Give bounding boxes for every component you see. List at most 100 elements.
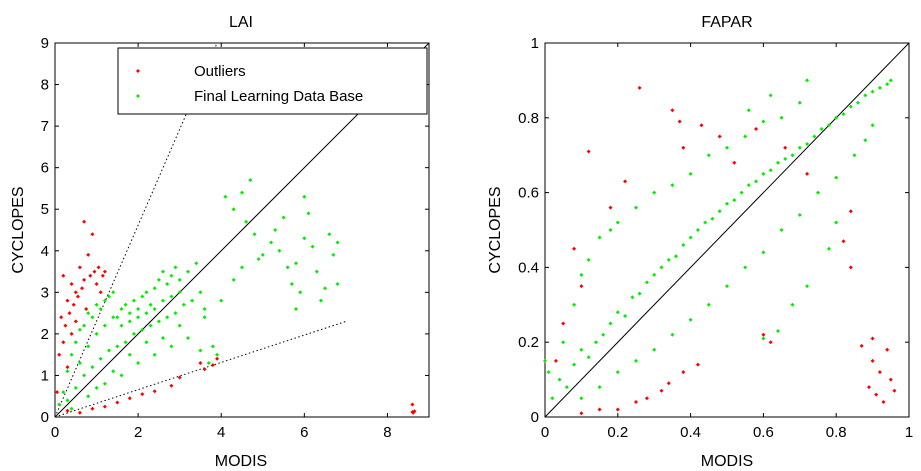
fapar-point-final-learning-data-base bbox=[819, 127, 824, 131]
lai-point-final-learning-data-base bbox=[82, 373, 87, 378]
fapar-point-final-learning-data-base bbox=[841, 112, 846, 117]
lai-point-final-learning-data-base bbox=[173, 265, 178, 270]
lai-point-final-learning-data-base bbox=[186, 269, 190, 274]
lai-y-tick-label: 5 bbox=[41, 201, 49, 218]
fapar-point-outliers bbox=[623, 179, 628, 184]
lai-point-outliers bbox=[98, 290, 103, 295]
fapar-point-final-learning-data-base bbox=[761, 250, 766, 255]
fapar-point-final-learning-data-base bbox=[543, 358, 547, 363]
fapar-point-final-learning-data-base bbox=[579, 396, 584, 401]
lai-point-final-learning-data-base bbox=[123, 302, 128, 307]
lai-point-final-learning-data-base bbox=[210, 344, 215, 349]
lai-point-outliers bbox=[73, 290, 78, 295]
fapar-point-final-learning-data-base bbox=[706, 302, 711, 307]
lai-point-final-learning-data-base bbox=[144, 340, 149, 345]
fapar-point-final-learning-data-base bbox=[816, 190, 820, 195]
fapar-point-final-learning-data-base bbox=[743, 265, 748, 270]
fapar-point-outliers bbox=[553, 358, 558, 363]
lai-point-final-learning-data-base bbox=[86, 394, 91, 399]
lai-legend: Outliers Final Learning Data Base bbox=[117, 47, 428, 115]
lai-point-final-learning-data-base bbox=[277, 248, 282, 253]
fapar-point-final-learning-data-base bbox=[797, 213, 802, 217]
lai-point-outliers bbox=[65, 408, 70, 413]
fapar-point-final-learning-data-base bbox=[546, 370, 551, 375]
fapar-point-final-learning-data-base bbox=[870, 89, 875, 94]
lai-x-axis-ticks: 0 2 4 6 8 bbox=[51, 43, 392, 441]
lai-point-outliers bbox=[202, 367, 207, 372]
fapar-title: FAPAR bbox=[701, 14, 752, 31]
lai-point-outliers bbox=[127, 396, 132, 401]
fapar-point-final-learning-data-base bbox=[790, 153, 795, 158]
lai-point-final-learning-data-base bbox=[302, 194, 307, 199]
fapar-point-outliers bbox=[874, 392, 879, 397]
lai-title: LAI bbox=[229, 14, 253, 31]
fapar-point-outliers bbox=[681, 370, 686, 375]
fapar-point-outliers bbox=[699, 123, 704, 128]
lai-point-final-learning-data-base bbox=[260, 252, 265, 257]
lai-point-final-learning-data-base bbox=[94, 331, 99, 336]
fapar-reference-line-solid bbox=[544, 42, 910, 418]
lai-point-final-learning-data-base bbox=[169, 344, 174, 349]
lai-point-outliers bbox=[215, 356, 220, 361]
lai-point-final-learning-data-base bbox=[248, 178, 253, 183]
lai-point-final-learning-data-base bbox=[136, 361, 141, 365]
fapar-point-outliers bbox=[754, 127, 759, 131]
lai-point-final-learning-data-base bbox=[61, 390, 66, 395]
lai-point-final-learning-data-base bbox=[152, 352, 157, 357]
lai-point-final-learning-data-base bbox=[90, 365, 95, 370]
lai-point-outliers bbox=[73, 319, 78, 324]
lai-series-final-learning-data-base bbox=[57, 178, 340, 411]
lai-point-final-learning-data-base bbox=[152, 286, 157, 291]
lai-point-final-learning-data-base bbox=[127, 352, 132, 357]
fapar-point-outliers bbox=[885, 347, 890, 352]
lai-point-final-learning-data-base bbox=[65, 369, 70, 374]
fapar-point-final-learning-data-base bbox=[725, 284, 729, 289]
fapar-point-outliers bbox=[732, 160, 737, 165]
lai-point-final-learning-data-base bbox=[306, 211, 311, 216]
fapar-point-final-learning-data-base bbox=[725, 201, 729, 206]
lai-point-final-learning-data-base bbox=[298, 290, 303, 295]
fapar-point-final-learning-data-base bbox=[597, 385, 602, 390]
lai-point-outliers bbox=[90, 406, 95, 411]
lai-point-final-learning-data-base bbox=[219, 298, 224, 303]
fapar-point-final-learning-data-base bbox=[706, 153, 711, 158]
fapar-series-final-learning-data-base bbox=[543, 78, 893, 401]
fapar-point-final-learning-data-base bbox=[670, 183, 675, 188]
lai-point-final-learning-data-base bbox=[107, 348, 111, 353]
fapar-point-final-learning-data-base bbox=[739, 190, 744, 195]
lai-y-tick-label: 8 bbox=[41, 77, 49, 94]
lai-point-final-learning-data-base bbox=[148, 302, 153, 307]
fapar-point-outliers bbox=[870, 358, 875, 363]
fapar-point-final-learning-data-base bbox=[768, 93, 773, 98]
lai-point-outliers bbox=[69, 282, 74, 286]
fapar-x-axis-label: MODIS bbox=[701, 453, 753, 470]
fapar-point-final-learning-data-base bbox=[754, 179, 759, 184]
fapar-y-axis-label: CYCLOPES bbox=[487, 186, 504, 273]
fapar-point-final-learning-data-base bbox=[848, 104, 853, 109]
fapar-point-final-learning-data-base bbox=[805, 78, 810, 83]
fapar-point-final-learning-data-base bbox=[601, 332, 606, 337]
fapar-point-outliers bbox=[579, 284, 584, 289]
lai-point-final-learning-data-base bbox=[177, 323, 182, 328]
lai-point-outliers bbox=[88, 273, 93, 278]
fapar-point-outliers bbox=[877, 370, 882, 375]
lai-point-final-learning-data-base bbox=[136, 307, 141, 311]
lai-point-final-learning-data-base bbox=[102, 298, 107, 303]
legend-outliers-label: Outliers bbox=[194, 63, 246, 80]
fapar-y-tick-label: 0.6 bbox=[518, 185, 539, 202]
fapar-point-final-learning-data-base bbox=[877, 85, 882, 90]
fapar-point-final-learning-data-base bbox=[586, 257, 591, 262]
lai-point-final-learning-data-base bbox=[69, 352, 74, 357]
lai-point-final-learning-data-base bbox=[111, 315, 116, 320]
fapar-point-final-learning-data-base bbox=[826, 123, 831, 128]
fapar-point-final-learning-data-base bbox=[688, 235, 693, 240]
fapar-panel: FAPAR 0 0.2 0.4 0.6 0.8 1 0 0.2 0.4 0.6 0.8 1 MODI… bbox=[487, 14, 913, 470]
lai-point-final-learning-data-base bbox=[202, 307, 207, 311]
lai-point-final-learning-data-base bbox=[132, 331, 136, 336]
lai-point-outliers bbox=[96, 265, 101, 270]
fapar-point-outliers bbox=[579, 411, 584, 416]
fapar-x-tick-label: 0.8 bbox=[826, 424, 847, 441]
fapar-y-tick-label: 0.4 bbox=[518, 259, 539, 276]
lai-point-outliers bbox=[169, 383, 174, 388]
lai-point-final-learning-data-base bbox=[144, 311, 149, 316]
